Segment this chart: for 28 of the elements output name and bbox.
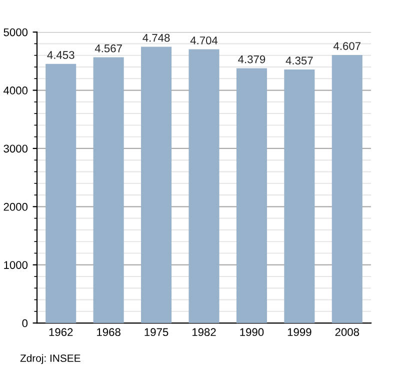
y-tick-label: 2000 xyxy=(4,202,28,211)
x-tick-label: 1999 xyxy=(288,328,312,336)
data-label: 4.453 xyxy=(47,51,74,59)
bar xyxy=(141,46,172,324)
y-tick-label: 1000 xyxy=(4,261,28,269)
bar xyxy=(93,57,124,324)
bar xyxy=(188,49,220,324)
data-label: 4.748 xyxy=(142,34,170,42)
text: Zdroj: INSEE xyxy=(20,354,80,364)
x-tick-label: 1962 xyxy=(49,328,73,336)
data-label: 4.567 xyxy=(94,44,122,52)
data-label: 4.379 xyxy=(238,55,266,64)
bar xyxy=(284,69,315,324)
bar xyxy=(236,68,267,324)
x-tick-label: 1982 xyxy=(192,328,216,336)
data-label: 4.704 xyxy=(190,36,218,44)
y-tick-label: 0 xyxy=(22,319,28,328)
data-label: 4.357 xyxy=(286,56,313,65)
x-tick-label: 1968 xyxy=(97,328,120,336)
y-tick-label: 5000 xyxy=(4,28,28,36)
x-tick-label: 1990 xyxy=(240,328,264,336)
y-tick-label: 3000 xyxy=(4,144,28,153)
x-tick-label: 2008 xyxy=(335,328,360,336)
x-tick-label: 1975 xyxy=(144,328,168,336)
bar xyxy=(332,54,362,324)
data-label: 4.607 xyxy=(333,42,360,50)
bar xyxy=(46,64,76,324)
y-tick-label: 4000 xyxy=(4,86,28,94)
